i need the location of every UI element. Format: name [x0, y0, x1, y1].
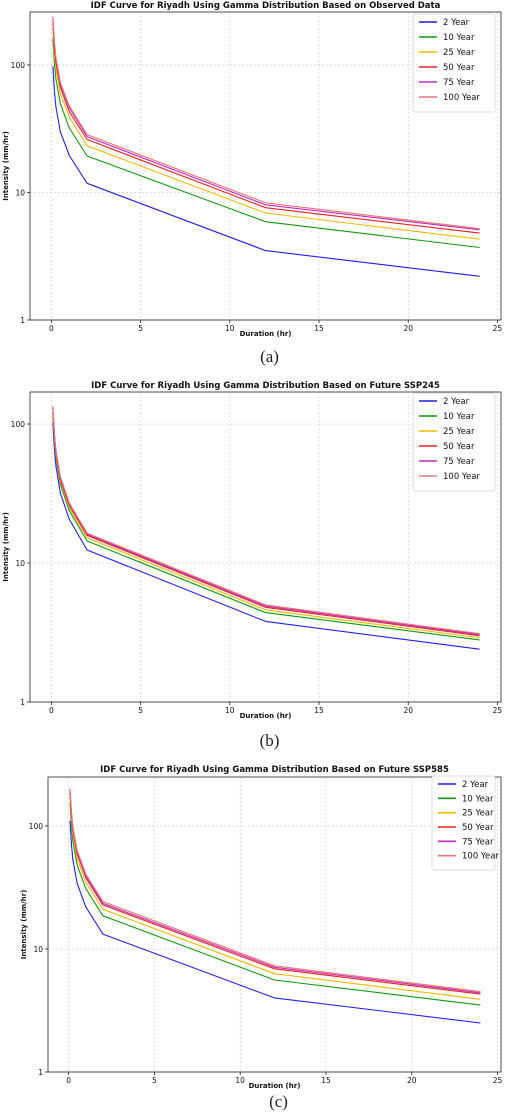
y-axis-label: Intensity (mm/hr): [2, 512, 10, 582]
series-line-2-year: [52, 422, 480, 650]
series-line-2-year: [69, 820, 481, 1024]
y-tick-label: 100: [29, 822, 44, 831]
x-tick-label: 10: [225, 324, 235, 333]
chart-panel-c: 0 5 10 15 20 25 1 10 100 IDF Curve for Riyadh Usi…: [0, 755, 505, 1114]
legend-box: [412, 13, 496, 113]
series-line-100-year: [52, 405, 480, 635]
x-tick-label: 0: [49, 324, 54, 333]
x-tick-label: 5: [138, 706, 143, 715]
legend-label: 75 Year: [462, 837, 494, 847]
legend-label: 100 Year: [462, 852, 499, 862]
chart-panel-a: 0 5 10 15 20 25 1 10 100 IDF Curve for Riyadh Usi…: [0, 0, 505, 375]
series-lines-b: [52, 405, 480, 650]
series-line-100-year: [52, 16, 480, 230]
y-tick-label: 1: [38, 1068, 43, 1077]
legend-label: 10 Year: [443, 412, 475, 422]
x-tick-label: 5: [138, 324, 143, 333]
y-axis-label: Intensity (mm/hr): [2, 131, 10, 201]
chart-c-svg: 0 5 10 15 20 25 1 10 100 IDF Curve for Riyadh Usi…: [20, 765, 503, 1111]
figure-caption: (a): [260, 347, 279, 366]
legend-label: 10 Year: [462, 794, 494, 804]
series-line-50-year: [69, 791, 481, 995]
plot-frame-c: [47, 776, 502, 1073]
series-line-75-year: [69, 789, 481, 994]
y-tick-label: 100: [11, 61, 26, 70]
legend-box: [412, 392, 496, 492]
series-line-2-year: [52, 65, 480, 277]
legend-b: 2 Year 10 Year 25 Year 50 Year 75 Year 100 Ye…: [412, 392, 496, 492]
legend-label: 2 Year: [462, 780, 489, 790]
legend-label: 50 Year: [462, 823, 494, 833]
series-line-10-year: [69, 802, 481, 1006]
legend-label: 75 Year: [443, 78, 475, 88]
x-tick-label: 10: [225, 706, 235, 715]
legend-label: 25 Year: [462, 809, 494, 819]
chart-title: IDF Curve for Riyadh Using Gamma Distrib…: [91, 1, 441, 11]
legend-label: 25 Year: [443, 48, 475, 58]
x-tick-label: 5: [152, 1076, 157, 1085]
x-tick-label: 0: [49, 706, 54, 715]
y-tick-label: 100: [11, 420, 26, 429]
x-tick-label: 25: [493, 324, 503, 333]
series-line-25-year: [52, 28, 480, 240]
legend-label: 50 Year: [443, 442, 475, 452]
plot-frame-a: [29, 11, 502, 321]
y-tick-label: 10: [33, 945, 43, 954]
legend-label: 75 Year: [443, 457, 475, 467]
y-tick-label: 1: [20, 316, 25, 325]
legend-box: [431, 775, 496, 871]
series-line-100-year: [69, 788, 481, 993]
y-tick-label: 10: [15, 188, 25, 197]
legend-label: 2 Year: [443, 18, 470, 28]
x-tick-label: 25: [493, 1076, 503, 1085]
x-axis-label: Duration (hr): [240, 330, 292, 338]
x-tick-label: 20: [403, 324, 413, 333]
legend-label: 10 Year: [443, 33, 475, 43]
chart-title: IDF Curve for Riyadh Using Gamma Distrib…: [100, 765, 449, 775]
x-tick-label: 10: [235, 1076, 245, 1085]
chart-title: IDF Curve for Riyadh Using Gamma Distrib…: [91, 381, 440, 391]
x-tick-label: 25: [493, 706, 503, 715]
x-tick-label: 20: [403, 706, 413, 715]
legend-label: 100 Year: [443, 472, 480, 482]
y-tick-label: 1: [20, 698, 25, 707]
x-axis-label: Duration (hr): [240, 712, 292, 720]
y-axis-label: Intensity (mm/hr): [20, 890, 28, 960]
y-tick-label: 10: [15, 559, 25, 568]
x-tick-label: 20: [407, 1076, 417, 1085]
series-line-10-year: [52, 38, 480, 249]
x-tick-label: 0: [66, 1076, 71, 1085]
x-tick-label: 15: [321, 1076, 331, 1085]
legend-label: 2 Year: [443, 397, 470, 407]
legend-label: 50 Year: [443, 63, 475, 73]
plot-frame-b: [29, 391, 502, 703]
legend-label: 25 Year: [443, 427, 475, 437]
chart-panel-b: 0 5 10 15 20 25 1 10 100 IDF Curve for Riyadh Usi…: [0, 375, 505, 755]
series-lines-a: [52, 16, 480, 277]
x-axis-label: Duration (hr): [249, 1082, 301, 1090]
chart-a-svg: 0 5 10 15 20 25 1 10 100 IDF Curve for Riyadh Usi…: [2, 1, 503, 366]
figure-caption: (c): [269, 1092, 288, 1111]
figure-caption: (b): [260, 731, 280, 750]
x-tick-label: 15: [314, 324, 324, 333]
chart-b-svg: 0 5 10 15 20 25 1 10 100 IDF Curve for Riyadh Usi…: [2, 381, 503, 750]
legend-a: 2 Year 10 Year 25 Year 50 Year 75 Year 100 Ye…: [412, 13, 496, 113]
legend-c: 2 Year 10 Year 25 Year 50 Year 75 Year 100 Ye…: [431, 775, 499, 871]
legend-label: 100 Year: [443, 93, 480, 103]
series-lines-c: [69, 788, 481, 1024]
x-tick-label: 15: [314, 706, 324, 715]
